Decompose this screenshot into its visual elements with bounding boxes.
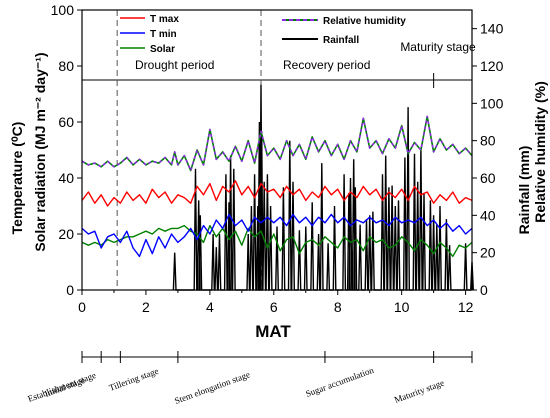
left-y-axis-title-solar: Solar radiation (MJ m⁻² day⁻¹) [32,52,48,251]
right-y-tick-label: 100 [480,95,504,111]
stage-label: Maturity stage [393,378,446,405]
right-y-axis-ticks: 0 20 40 60 80 100 120 140 [472,21,504,298]
legend-label-solar: Solar [150,44,175,55]
right-y-axis-title-rainfall: Rainfall (mm) [516,146,532,235]
series-rainfall [172,84,474,291]
period-label-maturity: Maturity stage [400,40,476,54]
series-tmin [81,213,473,258]
right-y-tick-label: 40 [480,207,496,223]
legend-label-tmin: T min [150,29,177,40]
left-y-axis-ticks: 0 20 40 60 80 100 [51,2,82,298]
x-tick-label: 8 [334,299,342,315]
legend-left: T max T min Solar [120,14,179,55]
plot-frame [81,9,473,291]
left-y-tick-label: 60 [58,114,74,130]
left-y-tick-label: 0 [66,282,74,298]
series-humidity [81,115,473,172]
left-y-tick-label: 80 [58,58,74,74]
series-solar [81,224,473,258]
right-y-tick-label: 0 [480,282,488,298]
x-tick-label: 10 [394,299,410,315]
stage-label: Stem elongation stage [173,369,251,406]
x-tick-label: 2 [142,299,150,315]
plot-area [81,9,474,291]
stage-label: Sugar accumulation [304,365,375,399]
x-tick-label: 12 [458,299,474,315]
legend-label-tmax: T max [150,14,179,25]
x-tick-label: 6 [270,299,278,315]
right-y-axis-title-humidity: Relative humidity (%) [532,81,548,223]
x-axis-title: MAT [255,322,291,341]
right-y-tick-label: 20 [480,245,496,261]
legend-right: Relative humidity Rainfall [282,16,406,46]
right-y-tick-label: 120 [480,58,504,74]
left-y-tick-label: 100 [51,2,75,18]
x-tick-label: 0 [78,299,86,315]
x-tick-label: 4 [206,299,214,315]
legend-label-humidity: Relative humidity [323,16,406,27]
left-y-tick-label: 40 [58,170,74,186]
x-axis-ticks: 0 2 4 6 8 10 12 [78,290,474,315]
right-y-tick-label: 80 [480,133,496,149]
right-y-tick-label: 140 [480,21,504,37]
stage-label: Establishment stage [26,370,97,404]
series-humidity-base [81,115,473,172]
stage-label: Tillering stage [108,366,160,393]
legend-label-rainfall: Rainfall [323,35,359,46]
right-y-tick-label: 60 [480,170,496,186]
period-label-drought: Drought period [135,58,214,72]
left-y-axis-title-temperature: Temperature (⁰C) [9,122,25,235]
left-y-tick-label: 20 [58,226,74,242]
series-tmax [81,180,473,207]
period-label-recovery: Recovery period [283,58,370,72]
